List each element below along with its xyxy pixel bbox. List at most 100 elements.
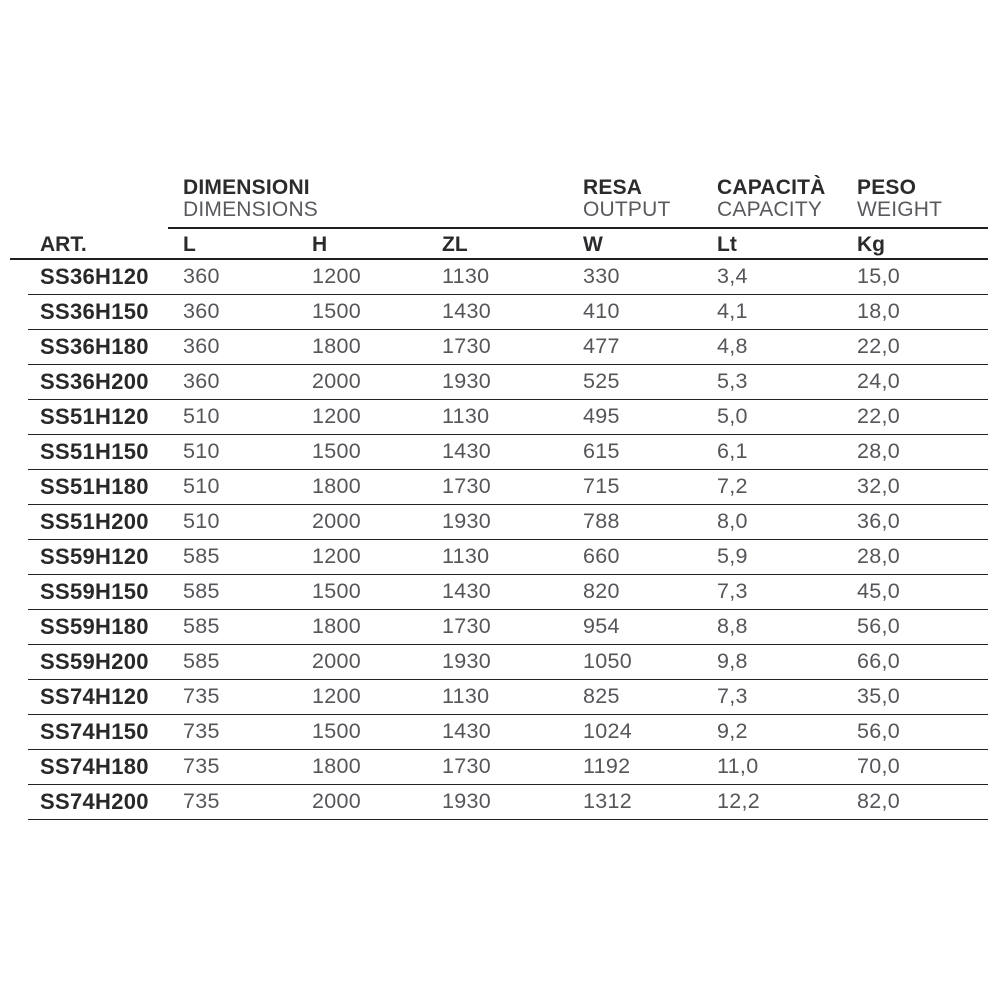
cell-kg: 28,0 xyxy=(857,544,901,568)
cell-w: 477 xyxy=(583,334,620,358)
cell-l: 735 xyxy=(183,684,220,708)
cell-kg: 56,0 xyxy=(857,614,901,638)
group-label-secondary: WEIGHT xyxy=(857,198,943,221)
cell-h: 2000 xyxy=(312,649,362,673)
cell-h: 2000 xyxy=(312,789,362,813)
column-group-output: RESA OUTPUT xyxy=(583,177,671,221)
cell-zl: 1430 xyxy=(442,579,492,603)
cell-h: 1800 xyxy=(312,614,362,638)
table-row: SS36H180 360 1800 1730 477 4,8 22,0 xyxy=(28,330,988,365)
group-label-primary: DIMENSIONI xyxy=(183,176,310,199)
cell-lt: 4,1 xyxy=(717,299,748,323)
article-code: SS36H120 xyxy=(40,264,149,289)
column-header-lt: Lt xyxy=(717,233,737,256)
cell-zl: 1130 xyxy=(442,404,490,428)
column-header-zl: ZL xyxy=(442,233,468,256)
cell-kg: 24,0 xyxy=(857,369,901,393)
cell-kg: 70,0 xyxy=(857,754,901,778)
header-rule xyxy=(10,258,988,260)
group-label-primary: RESA xyxy=(583,176,643,199)
cell-lt: 7,2 xyxy=(717,474,748,498)
article-code: SS51H150 xyxy=(40,439,149,464)
cell-w: 820 xyxy=(583,579,620,603)
cell-kg: 45,0 xyxy=(857,579,901,603)
table-row: SS51H150 510 1500 1430 615 6,1 28,0 xyxy=(28,435,988,470)
table-row: SS74H180 735 1800 1730 1192 11,0 70,0 xyxy=(28,750,988,785)
cell-l: 735 xyxy=(183,789,220,813)
table-row: SS51H200 510 2000 1930 788 8,0 36,0 xyxy=(28,505,988,540)
table-row: SS74H120 735 1200 1130 825 7,3 35,0 xyxy=(28,680,988,715)
cell-w: 1024 xyxy=(583,719,633,743)
cell-l: 735 xyxy=(183,719,220,743)
cell-l: 585 xyxy=(183,544,220,568)
cell-h: 1200 xyxy=(312,544,362,568)
cell-lt: 3,4 xyxy=(717,264,748,288)
cell-l: 585 xyxy=(183,579,220,603)
cell-kg: 36,0 xyxy=(857,509,901,533)
article-code: SS36H180 xyxy=(40,334,149,359)
cell-l: 510 xyxy=(183,474,220,498)
cell-lt: 11,0 xyxy=(717,754,759,778)
column-header-art: ART. xyxy=(40,233,87,256)
group-label-secondary: DIMENSIONS xyxy=(183,198,319,221)
cell-kg: 22,0 xyxy=(857,404,901,428)
cell-h: 1800 xyxy=(312,334,362,358)
cell-kg: 56,0 xyxy=(857,719,901,743)
group-label-secondary: CAPACITY xyxy=(717,198,823,221)
article-code: SS74H150 xyxy=(40,719,149,744)
cell-h: 1200 xyxy=(312,264,362,288)
article-code: SS51H120 xyxy=(40,404,149,429)
cell-lt: 8,0 xyxy=(717,509,748,533)
column-header-l: L xyxy=(183,233,196,256)
cell-w: 954 xyxy=(583,614,620,638)
cell-w: 788 xyxy=(583,509,620,533)
cell-kg: 28,0 xyxy=(857,439,901,463)
article-code: SS59H150 xyxy=(40,579,149,604)
column-header-w: W xyxy=(583,233,603,256)
table-row: SS51H180 510 1800 1730 715 7,2 32,0 xyxy=(28,470,988,505)
cell-l: 360 xyxy=(183,369,220,393)
cell-w: 330 xyxy=(583,264,620,288)
cell-lt: 5,0 xyxy=(717,404,748,428)
cell-lt: 7,3 xyxy=(717,579,748,603)
cell-l: 585 xyxy=(183,614,220,638)
article-code: SS74H200 xyxy=(40,789,149,814)
cell-zl: 1730 xyxy=(442,334,492,358)
table-row: SS74H200 735 2000 1930 1312 12,2 82,0 xyxy=(28,785,988,820)
cell-l: 510 xyxy=(183,404,220,428)
cell-w: 410 xyxy=(583,299,620,323)
article-code: SS36H150 xyxy=(40,299,149,324)
cell-kg: 66,0 xyxy=(857,649,901,673)
cell-kg: 15,0 xyxy=(857,264,901,288)
group-label-secondary: OUTPUT xyxy=(583,198,671,221)
group-label-primary: PESO xyxy=(857,176,917,199)
cell-h: 1500 xyxy=(312,439,362,463)
article-code: SS59H120 xyxy=(40,544,149,569)
cell-zl: 1730 xyxy=(442,614,492,638)
cell-kg: 82,0 xyxy=(857,789,901,813)
column-header-kg: Kg xyxy=(857,233,885,256)
table-row: SS74H150 735 1500 1430 1024 9,2 56,0 xyxy=(28,715,988,750)
cell-kg: 32,0 xyxy=(857,474,901,498)
column-group-weight: PESO WEIGHT xyxy=(857,177,942,221)
cell-h: 1500 xyxy=(312,579,362,603)
cell-l: 360 xyxy=(183,299,220,323)
article-code: SS59H180 xyxy=(40,614,149,639)
article-code: SS51H180 xyxy=(40,474,149,499)
cell-zl: 1130 xyxy=(442,264,490,288)
cell-lt: 6,1 xyxy=(717,439,748,463)
table-row: SS36H200 360 2000 1930 525 5,3 24,0 xyxy=(28,365,988,400)
cell-w: 825 xyxy=(583,684,620,708)
cell-h: 1200 xyxy=(312,684,362,708)
cell-h: 1200 xyxy=(312,404,362,428)
cell-lt: 9,8 xyxy=(717,649,748,673)
cell-w: 525 xyxy=(583,369,620,393)
cell-lt: 4,8 xyxy=(717,334,748,358)
cell-zl: 1430 xyxy=(442,719,492,743)
article-code: SS36H200 xyxy=(40,369,149,394)
cell-l: 735 xyxy=(183,754,220,778)
cell-kg: 22,0 xyxy=(857,334,901,358)
cell-w: 715 xyxy=(583,474,620,498)
cell-h: 1800 xyxy=(312,474,362,498)
